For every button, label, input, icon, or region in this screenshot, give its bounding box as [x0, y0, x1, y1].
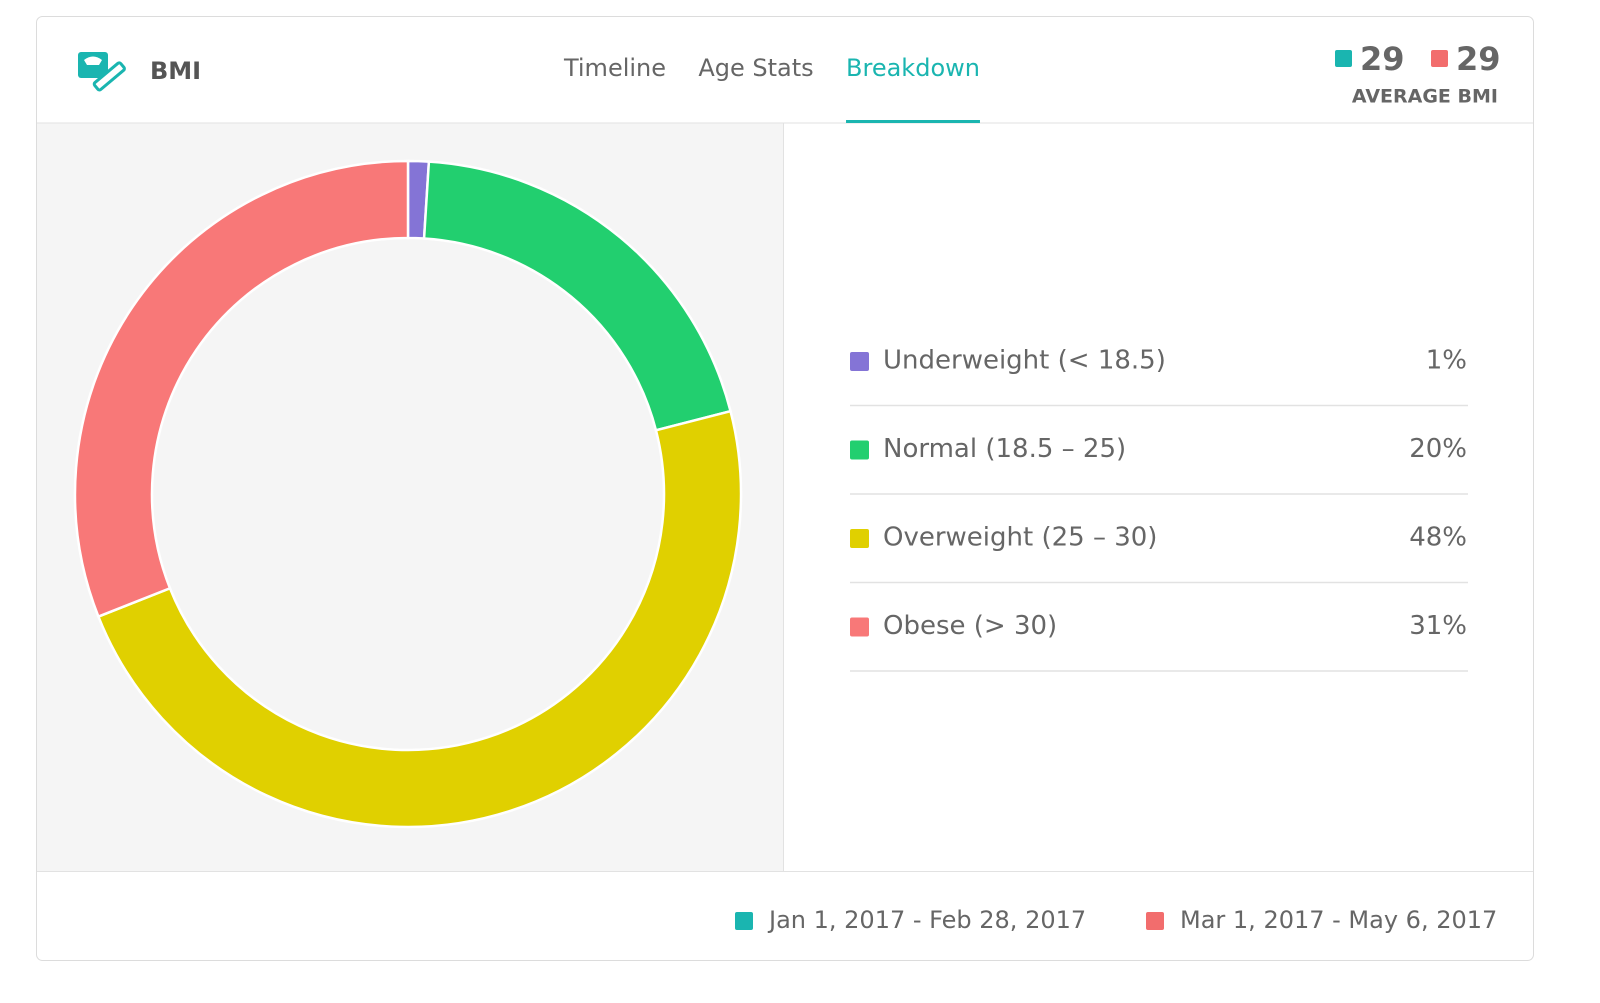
- legend-swatch: [850, 440, 869, 460]
- legend-label: Overweight (25 – 30): [883, 523, 1157, 553]
- tab[interactable]: Age Stats: [698, 54, 813, 82]
- period-label: Jan 1, 2017 - Feb 28, 2017: [767, 906, 1086, 934]
- average-swatch: [1431, 50, 1448, 67]
- bmi-icon: [78, 52, 126, 92]
- legend-label: Underweight (< 18.5): [883, 346, 1166, 376]
- donut-slice: [96, 409, 743, 829]
- tab-underline: [846, 120, 980, 123]
- widget-title: BMI: [150, 57, 201, 85]
- legend-label: Normal (18.5 – 25): [883, 434, 1126, 464]
- legend-value: 20%: [1409, 434, 1467, 464]
- legend-swatch: [850, 529, 869, 548]
- period-swatch: [1146, 912, 1164, 930]
- chart-panel: [37, 123, 783, 871]
- legend-label: Obese (> 30): [883, 611, 1057, 641]
- average-value: 29: [1456, 40, 1501, 78]
- tab[interactable]: Timeline: [563, 54, 666, 82]
- legend-value: 1%: [1426, 346, 1467, 376]
- tab[interactable]: Breakdown: [846, 54, 980, 82]
- average-value: 29: [1360, 40, 1405, 78]
- legend-swatch: [850, 617, 869, 637]
- legend-value: 31%: [1409, 611, 1467, 641]
- legend-swatch: [850, 352, 869, 371]
- donut-slice: [73, 159, 410, 619]
- period-swatch: [735, 912, 753, 930]
- average-swatch: [1335, 50, 1352, 67]
- legend-value: 48%: [1409, 523, 1467, 553]
- averages-label: AVERAGE BMI: [1352, 86, 1498, 108]
- period-label: Mar 1, 2017 - May 6, 2017: [1180, 906, 1497, 934]
